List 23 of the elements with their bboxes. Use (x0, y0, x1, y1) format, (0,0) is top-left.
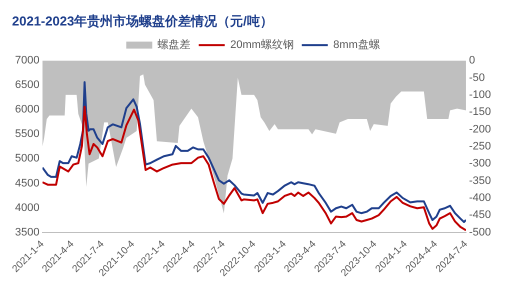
y-tick-label: 3500 (14, 226, 40, 238)
y2-tick-label: -150 (468, 106, 492, 118)
y-tick-label: 5000 (14, 152, 40, 165)
y2-tick-label: -400 (468, 192, 492, 204)
y2-tick-label: -250 (468, 140, 492, 152)
y2-tick-label: -200 (468, 123, 492, 136)
y2-tick-label: -500 (468, 226, 492, 238)
y2-tick-label: -100 (468, 88, 492, 101)
y2-tick-label: -350 (468, 174, 492, 187)
y-tick-label: 5500 (14, 128, 40, 140)
y-tick-label: 6500 (14, 79, 40, 92)
legend-label: 20mm螺纹钢 (230, 38, 294, 52)
legend-label: 8mm盘螺 (333, 38, 380, 52)
y-tick-label: 6000 (14, 104, 40, 116)
y-tick-label: 4000 (14, 202, 40, 214)
y2-tick-label: -50 (468, 72, 485, 84)
y2-tick-label: -300 (468, 158, 492, 170)
y2-tick-label: -450 (468, 209, 492, 222)
y-tick-label: 4500 (14, 177, 40, 190)
y-tick-label: 7000 (14, 54, 40, 67)
chart-title: 2021-2023年贵州市场螺盘价差情况（元/吨） (12, 13, 273, 28)
legend-label: 螺盘差 (158, 38, 191, 52)
y2-tick-label: 0 (468, 54, 476, 67)
